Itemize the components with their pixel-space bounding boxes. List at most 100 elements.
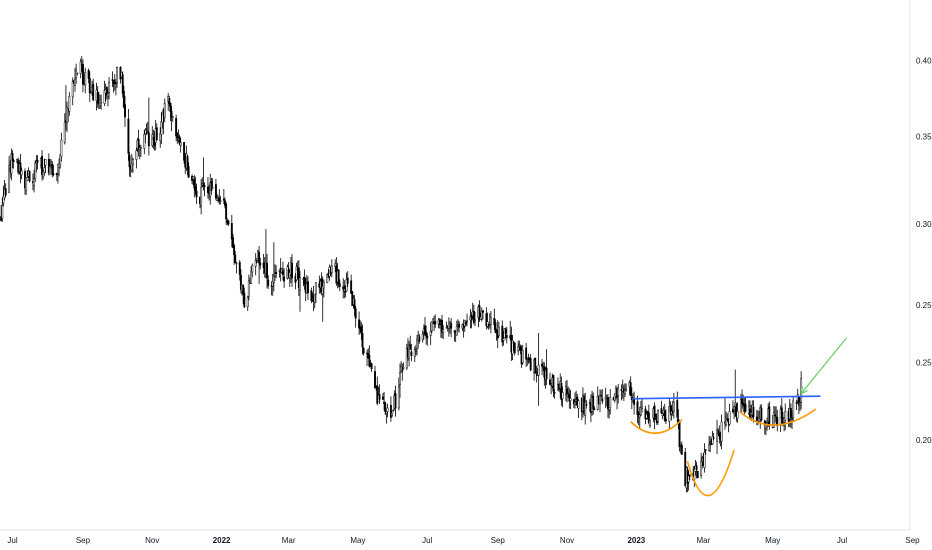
candle xyxy=(716,419,718,454)
candle xyxy=(218,189,221,205)
candle xyxy=(470,312,473,329)
candle xyxy=(230,214,233,248)
candle xyxy=(169,102,172,122)
candle xyxy=(96,85,99,108)
candle xyxy=(76,72,79,76)
candle xyxy=(534,357,537,375)
candle xyxy=(163,98,166,123)
candle xyxy=(155,123,158,141)
candle xyxy=(518,340,521,351)
candle xyxy=(482,309,484,320)
candle xyxy=(442,324,445,340)
candle xyxy=(105,86,108,100)
candle xyxy=(207,177,209,199)
candle xyxy=(552,374,555,398)
candle xyxy=(432,318,434,324)
candle xyxy=(599,389,601,413)
candle xyxy=(410,343,413,362)
candle xyxy=(501,320,504,347)
time-tick-label: Jul xyxy=(7,536,17,545)
candle xyxy=(585,400,588,409)
candle xyxy=(376,376,379,406)
candle xyxy=(545,349,548,385)
candle xyxy=(687,470,690,491)
candle xyxy=(124,95,126,127)
candle xyxy=(424,317,426,336)
candle xyxy=(262,253,265,274)
candle xyxy=(472,304,475,325)
candle xyxy=(55,172,58,181)
candle xyxy=(88,71,91,102)
candle xyxy=(733,406,736,420)
candle xyxy=(145,123,148,136)
candle xyxy=(584,392,587,425)
candle xyxy=(52,164,55,177)
candle xyxy=(144,127,147,144)
candle xyxy=(676,391,679,423)
candle xyxy=(232,233,234,249)
candle xyxy=(394,385,397,417)
candle xyxy=(338,279,341,292)
candle xyxy=(708,435,711,452)
candle xyxy=(103,80,106,106)
annotation-layer xyxy=(630,337,848,497)
candle xyxy=(695,461,698,479)
candle xyxy=(121,71,124,98)
candle xyxy=(275,265,278,279)
candle xyxy=(82,59,84,93)
candle xyxy=(647,404,650,425)
price-axis[interactable]: 0.40 0.35 0.30 0.25 0.25 0.20 xyxy=(916,57,932,446)
time-tick-label: Jul xyxy=(422,536,432,545)
candle xyxy=(313,294,316,309)
candle xyxy=(74,67,76,92)
candle xyxy=(399,363,401,398)
candle xyxy=(703,443,706,473)
candle xyxy=(441,314,443,339)
candle xyxy=(28,170,31,183)
candle xyxy=(414,344,417,356)
candle xyxy=(572,398,575,409)
time-axis[interactable]: Jul Sep Nov 2022 Mar May Jul Sep Nov 2023 Mar May Ju… xyxy=(7,536,920,545)
price-tick-label: 0.40 xyxy=(916,57,932,66)
candle xyxy=(235,261,238,274)
candle xyxy=(382,392,384,400)
candle xyxy=(322,279,325,298)
time-tick-label: 2022 xyxy=(213,536,231,545)
candle xyxy=(326,273,329,284)
time-tick-label: Mar xyxy=(697,536,711,545)
candle xyxy=(485,307,488,330)
candle xyxy=(799,396,801,412)
candle xyxy=(246,295,249,311)
candle xyxy=(159,127,162,148)
candle xyxy=(161,111,164,129)
candle xyxy=(187,162,190,178)
candle xyxy=(426,332,429,346)
candle xyxy=(391,412,393,418)
candle xyxy=(362,346,365,356)
candle xyxy=(194,176,197,196)
candle xyxy=(726,413,729,421)
candle xyxy=(688,473,691,481)
candle xyxy=(299,271,301,312)
candle xyxy=(370,362,373,373)
candle xyxy=(455,320,458,336)
candle xyxy=(282,261,284,281)
candle xyxy=(254,253,257,276)
candle xyxy=(92,78,95,102)
candle xyxy=(233,243,236,265)
candle xyxy=(57,163,59,184)
candle xyxy=(132,157,134,173)
candle xyxy=(711,430,714,445)
candle xyxy=(646,410,649,420)
shoulder-arc xyxy=(630,419,683,435)
candle xyxy=(51,161,54,178)
candle xyxy=(227,219,230,226)
candle xyxy=(33,169,36,193)
candle xyxy=(84,67,87,94)
candle xyxy=(337,269,340,288)
candle xyxy=(418,333,421,344)
candle xyxy=(49,159,51,175)
candle xyxy=(529,354,532,372)
candle xyxy=(474,311,476,327)
candle xyxy=(113,73,116,91)
